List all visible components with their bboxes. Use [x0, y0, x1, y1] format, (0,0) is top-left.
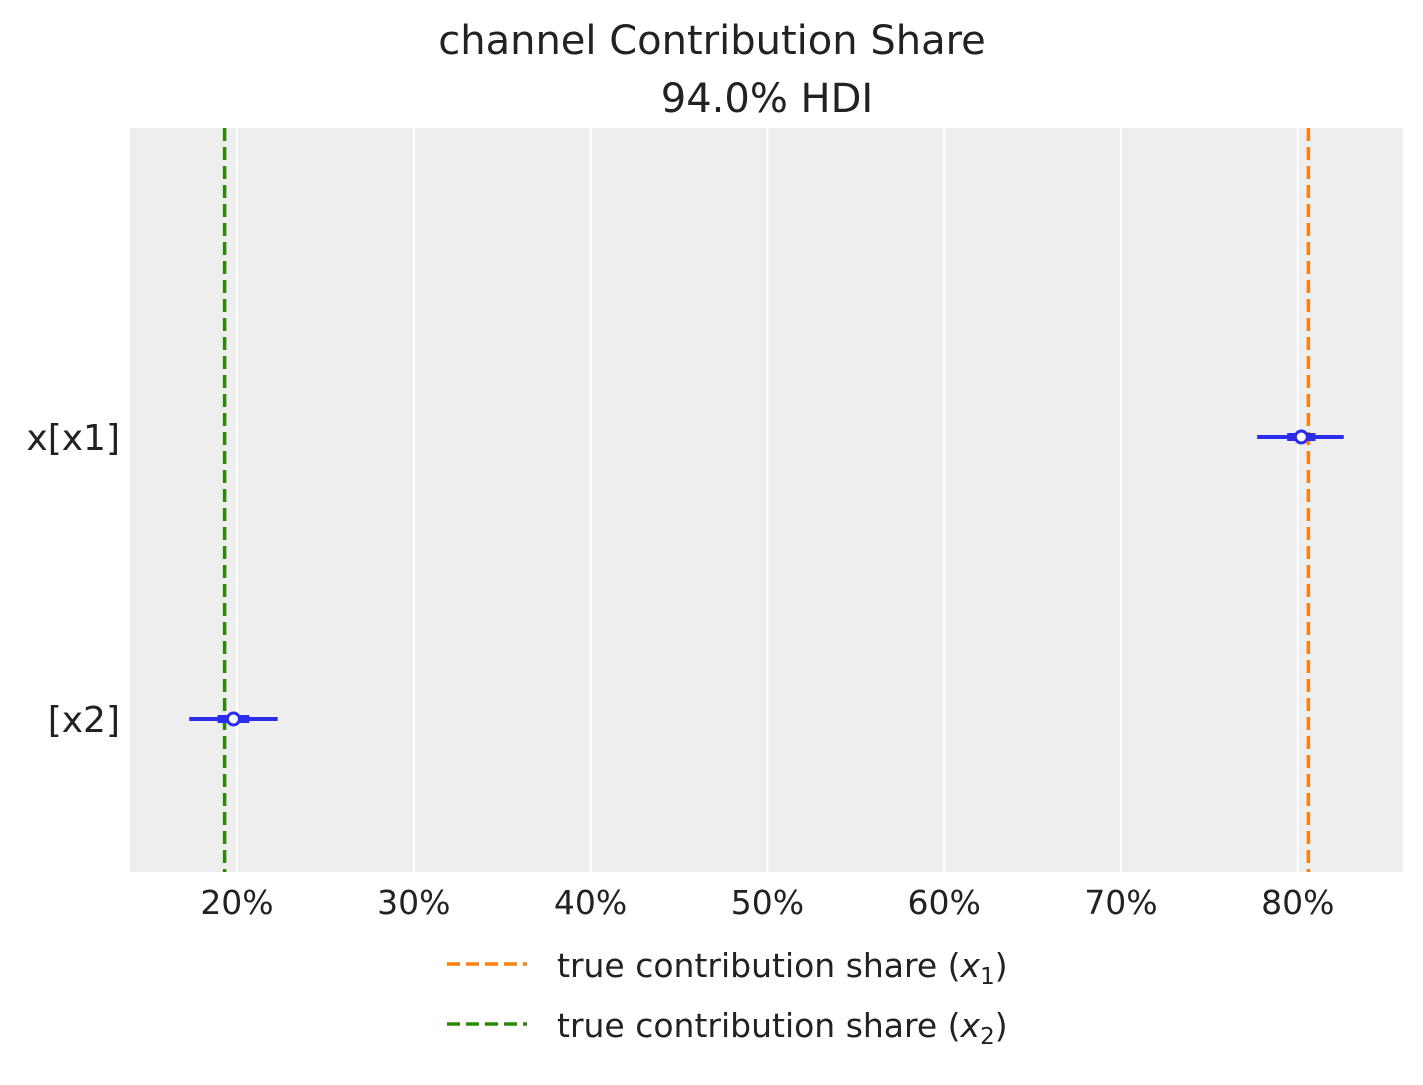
- x-tick-label: 80%: [1261, 883, 1334, 922]
- legend-label: true contribution share (x1): [557, 946, 1008, 990]
- mean-point: [225, 711, 241, 727]
- x-tick-label: 60%: [908, 883, 981, 922]
- rows-group: [189, 429, 1344, 727]
- chart-subtitle: 94.0% HDI: [661, 76, 873, 122]
- grid-group: [236, 128, 1299, 872]
- x-tick-label: 40%: [554, 883, 627, 922]
- y-tick-label: [x2]: [48, 700, 120, 741]
- x-tick-label: 50%: [731, 883, 804, 922]
- x-tick-label: 20%: [200, 883, 273, 922]
- mean-point: [1293, 429, 1309, 445]
- ticks-group: 20% 30% 40% 50% 60% 70% 80% x[x1] [x2]: [26, 418, 1334, 922]
- chart-title: channel Contribution Share: [438, 18, 986, 64]
- x-tick-label: 30%: [377, 883, 450, 922]
- legend: true contribution share (x1) true contrib…: [447, 946, 1008, 1050]
- x-tick-label: 70%: [1084, 883, 1157, 922]
- y-tick-label: x[x1]: [26, 418, 120, 459]
- legend-label: true contribution share (x2): [557, 1006, 1008, 1050]
- reference-lines-group: [222, 128, 1311, 872]
